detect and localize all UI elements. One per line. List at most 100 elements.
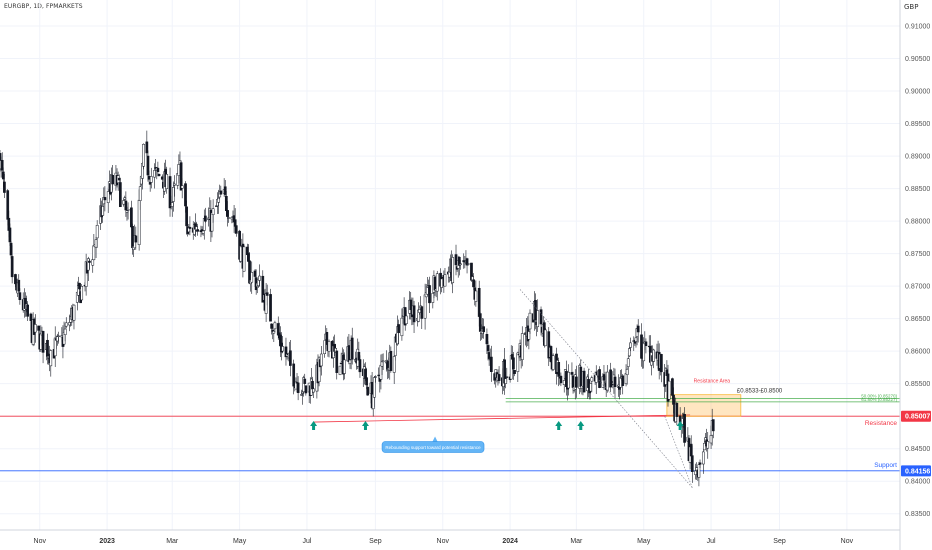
price-tag-support <box>901 465 931 477</box>
time-tick-label: Sep <box>369 538 382 545</box>
candle-body <box>153 170 156 178</box>
candle-body <box>613 376 617 387</box>
candle-body <box>485 334 489 345</box>
candle-body <box>559 375 563 384</box>
candle-body <box>95 225 99 239</box>
candle-body <box>88 260 91 263</box>
chart-symbol-title: EURGBP, 1D, FPMARKETS <box>4 3 83 10</box>
candle-body <box>579 366 583 387</box>
candle-body <box>80 286 84 301</box>
time-tick-label: Mar <box>570 538 583 545</box>
time-tick-label: May <box>233 538 247 545</box>
candle-body <box>557 362 561 377</box>
candle-body <box>63 328 67 335</box>
resistance-area-range: £0.8533-£0.8500 <box>737 389 783 395</box>
price-scale-currency[interactable]: GBP <box>904 3 919 11</box>
candle-body <box>418 309 421 313</box>
candle-body <box>582 370 586 393</box>
time-tick-label: Nov <box>437 538 450 545</box>
candle-body <box>347 345 351 363</box>
green-arrow-icon <box>361 420 369 430</box>
candle-body <box>219 190 223 195</box>
candle-body <box>217 197 220 203</box>
candle-body <box>145 141 149 154</box>
candle-body <box>534 300 537 321</box>
candle-body <box>301 391 304 394</box>
candle-body <box>338 365 342 375</box>
candle-body <box>269 294 272 322</box>
candle-body <box>53 337 57 357</box>
candle-body <box>634 337 638 342</box>
candle-body <box>311 380 314 390</box>
candle-body <box>265 292 269 296</box>
candle-body <box>513 370 516 374</box>
candle-body <box>49 350 53 367</box>
resistance-area-title: Resistance Area <box>694 379 731 385</box>
time-tick-label: Mar <box>166 538 179 545</box>
candle-body <box>605 371 609 391</box>
candle-body <box>571 375 575 388</box>
candle-body <box>261 275 265 303</box>
candle-body <box>377 374 381 377</box>
candle-body <box>598 369 601 388</box>
candle-body <box>142 143 145 167</box>
candle-body <box>451 257 455 284</box>
candle-body <box>29 313 33 321</box>
candle-body <box>273 322 277 330</box>
candle-body <box>528 312 532 330</box>
candle-body <box>156 167 160 173</box>
candle-body <box>296 382 300 393</box>
candle-body <box>689 443 693 457</box>
candle-body <box>122 200 126 205</box>
candle-body <box>239 245 243 262</box>
candle-body <box>319 353 323 367</box>
candle-body <box>281 346 285 352</box>
rising-trendline <box>313 414 691 423</box>
candle-body <box>397 324 400 334</box>
candle-body <box>706 441 710 449</box>
candle-body <box>37 325 40 331</box>
candle-body <box>147 175 151 180</box>
candle-body <box>364 368 367 379</box>
candle-body <box>125 210 129 213</box>
candle-body <box>292 363 296 387</box>
candle-body <box>365 377 368 386</box>
candle-body <box>562 380 566 386</box>
candle-body <box>18 292 22 300</box>
candle-body <box>489 356 493 372</box>
candle-body <box>711 419 715 432</box>
candle-body <box>335 350 339 373</box>
candle-body <box>211 208 215 215</box>
candle-body <box>3 181 6 193</box>
candle-body <box>119 182 122 208</box>
price-tick-label: 0.88000 <box>905 219 930 226</box>
candle-body <box>250 272 254 283</box>
price-tick-label: 0.86500 <box>905 316 930 323</box>
candle-body <box>258 275 261 281</box>
candle-body <box>420 306 424 319</box>
candle-body <box>694 470 697 475</box>
candle-body <box>210 212 214 232</box>
candle-body <box>103 197 107 201</box>
candle-body <box>131 225 134 249</box>
candle-body <box>185 206 188 227</box>
candle-body <box>184 183 187 207</box>
resistance-label: Resistance <box>865 420 898 427</box>
candle-body <box>177 164 181 176</box>
candle-body <box>165 174 169 189</box>
price-tick-label: 0.87000 <box>905 284 930 291</box>
candle-body <box>412 305 416 323</box>
candle-body <box>381 360 385 363</box>
support-label: Support <box>874 462 897 469</box>
candle-body <box>610 383 614 386</box>
candle-body <box>230 217 234 220</box>
candle-body <box>123 197 127 200</box>
price-tick-label: 0.86000 <box>905 349 930 356</box>
candle-body <box>172 187 175 202</box>
candle-body <box>440 278 444 288</box>
candle-body <box>348 359 352 364</box>
candle-body <box>253 270 257 277</box>
candle-body <box>527 331 531 340</box>
